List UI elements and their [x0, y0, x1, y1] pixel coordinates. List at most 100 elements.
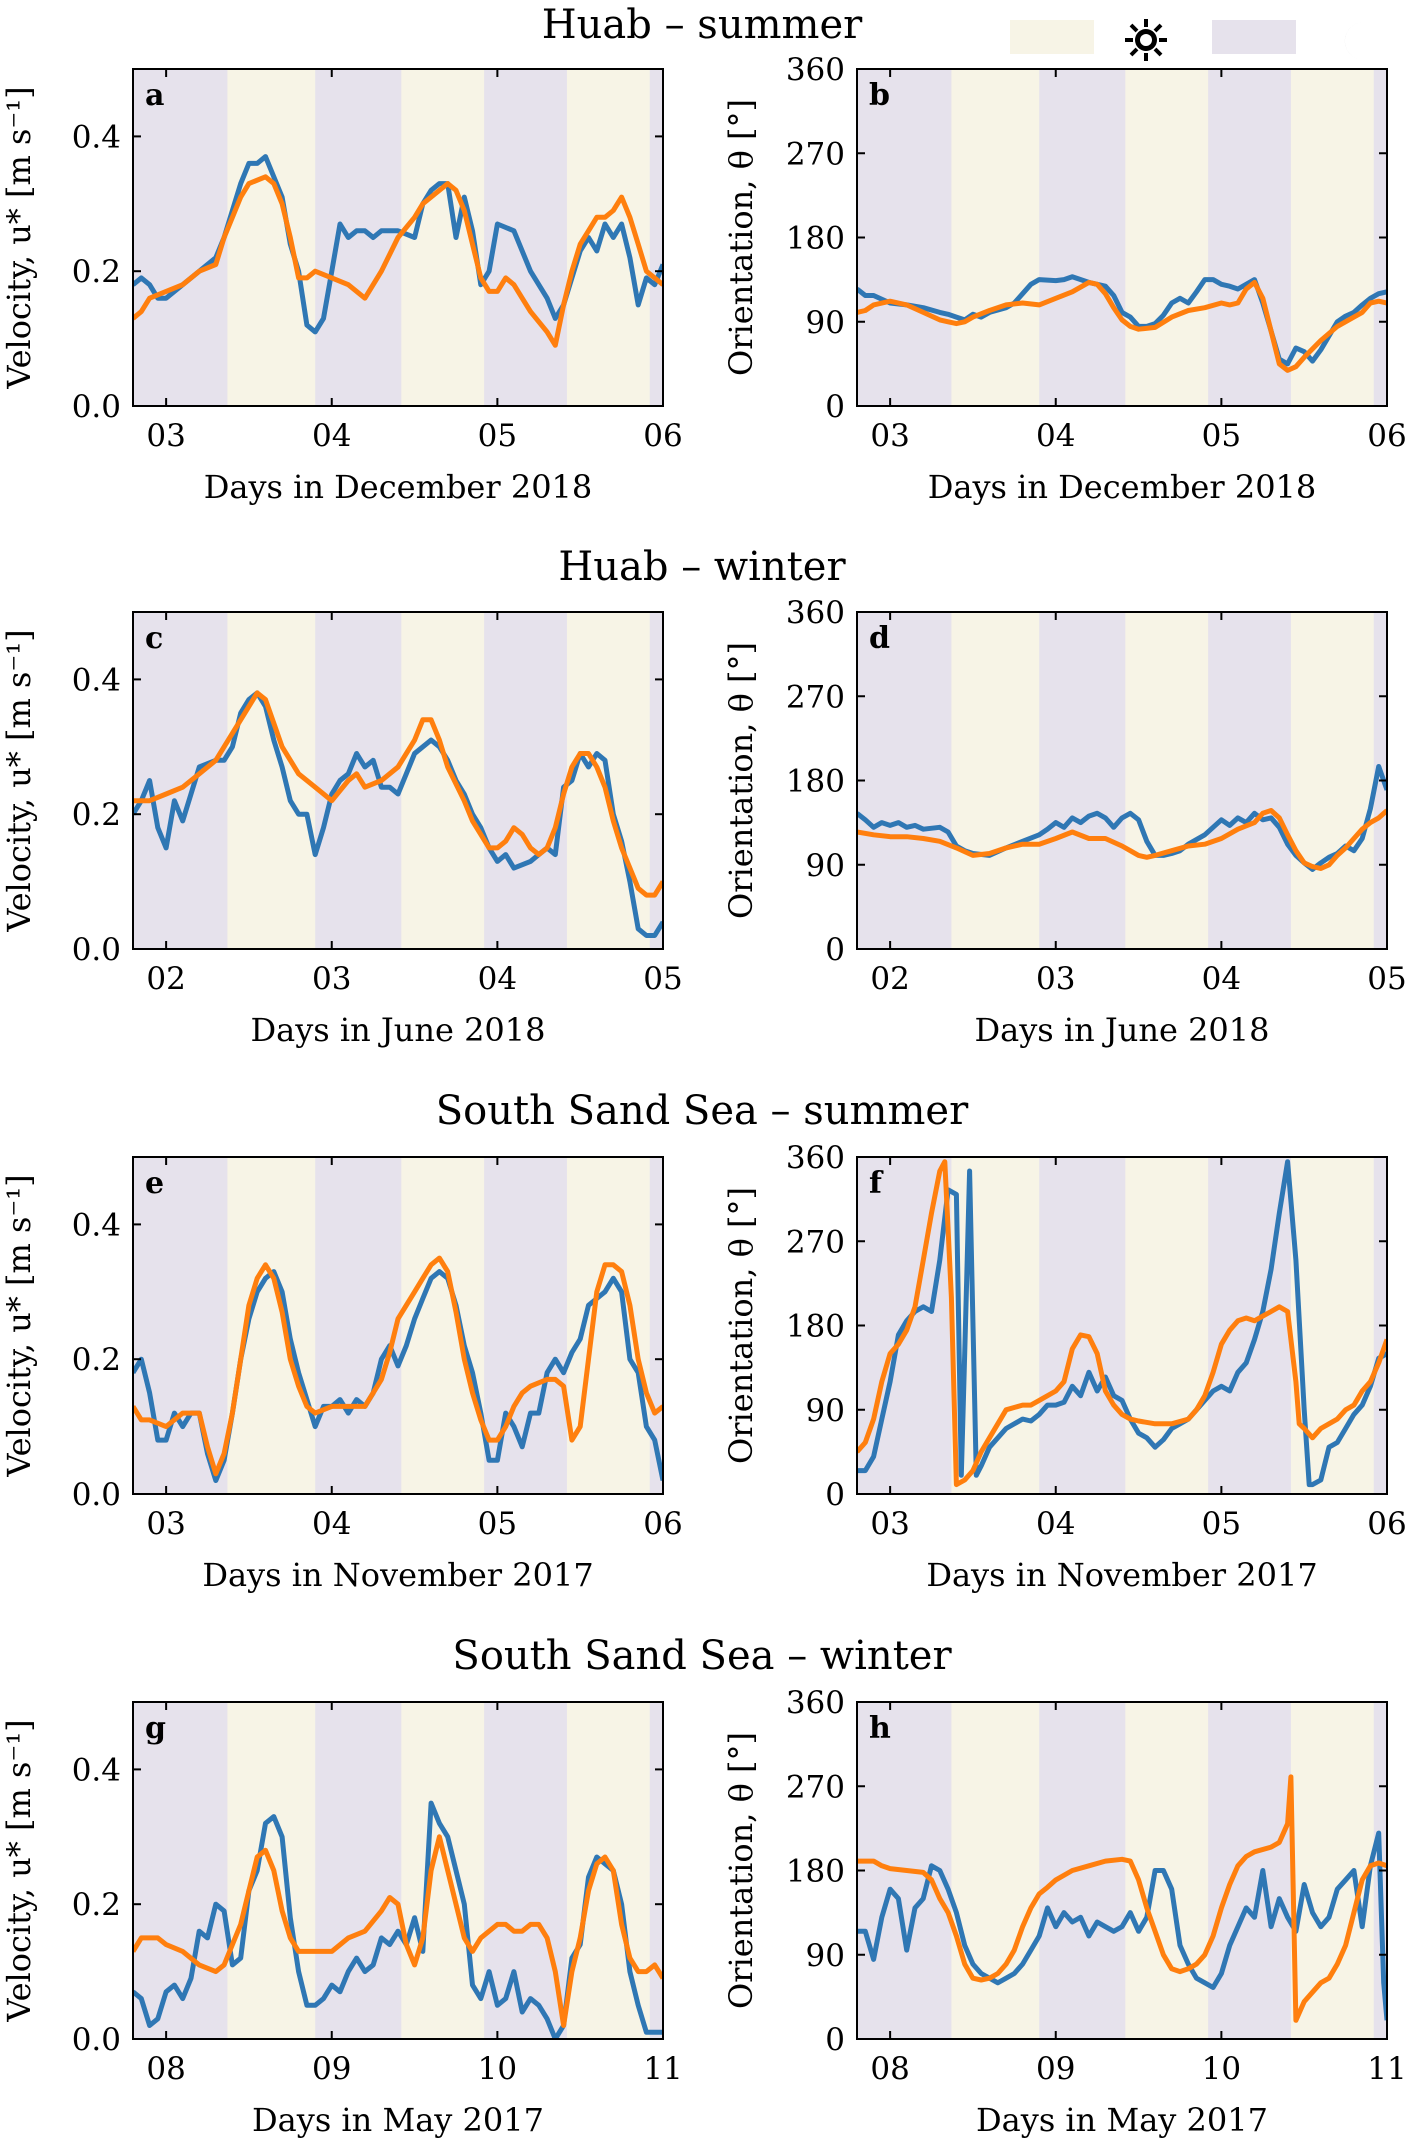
series-line-orange — [857, 1774, 1387, 2023]
y-tick-label: 0 — [825, 932, 845, 968]
night-band — [484, 612, 567, 949]
x-tick-label: 03 — [146, 1506, 185, 1542]
y-axis-label: Velocity, u* [m s⁻¹] — [0, 1174, 38, 1477]
x-tick-label: 04 — [1036, 1506, 1075, 1542]
night-band — [857, 69, 952, 406]
x-tick-label: 06 — [1367, 418, 1405, 454]
legend-night-swatch — [1212, 20, 1296, 54]
y-tick-label: 0.0 — [72, 1477, 121, 1513]
y-axis-label: Orientation, θ [°] — [722, 642, 760, 919]
x-tick-label: 05 — [643, 961, 682, 997]
night-band — [133, 69, 228, 406]
sun-icon — [1125, 19, 1167, 61]
y-tick-label: 180 — [786, 1309, 845, 1345]
panel-letter: a — [145, 78, 164, 113]
y-tick-label: 270 — [786, 679, 845, 715]
y-tick-label: 90 — [806, 305, 845, 341]
panel-f: 03 04 05 06 0 90 180 270 360 Days in November 201… — [722, 1140, 1405, 1594]
row-title: South Sand Sea – summer — [436, 1088, 969, 1134]
series-line-orange — [857, 279, 1387, 373]
y-tick-label: 0.4 — [72, 119, 121, 155]
series-line-orange — [857, 808, 1387, 871]
y-tick-label: 0.2 — [72, 797, 121, 833]
series-line-blue — [133, 1269, 663, 1483]
night-band — [1208, 612, 1291, 949]
x-tick-label: 10 — [478, 2051, 517, 2087]
night-band — [857, 612, 952, 949]
x-tick-label: 03 — [312, 961, 351, 997]
panel-a: 03 04 05 06 0.0 0.2 0.4 Days in December 2018 Ve… — [0, 68, 683, 506]
night-band — [315, 69, 402, 406]
y-tick-label: 270 — [786, 1769, 845, 1805]
x-tick-label: 08 — [870, 2051, 909, 2087]
night-band — [133, 1702, 228, 2039]
y-tick-label: 0.4 — [72, 1207, 121, 1243]
y-tick-label: 360 — [786, 595, 845, 631]
x-tick-label: 02 — [870, 961, 909, 997]
y-tick-label: 0.4 — [72, 662, 121, 698]
night-band — [1039, 1157, 1126, 1494]
x-axis-label: Days in December 2018 — [204, 468, 593, 506]
x-tick-label: 06 — [643, 418, 682, 454]
x-tick-label: 11 — [1367, 2051, 1405, 2087]
x-tick-label: 10 — [1202, 2051, 1241, 2087]
night-band — [484, 69, 567, 406]
night-band — [1039, 1702, 1126, 2039]
series-line-orange — [133, 1255, 663, 1477]
y-tick-label: 270 — [786, 1224, 845, 1260]
y-tick-label: 0 — [825, 1477, 845, 1513]
panel-g: 08 09 10 11 0.0 0.2 0.4 Days in May 2017 Velocit… — [0, 1701, 683, 2139]
panel-b: 03 04 05 06 0 90 180 270 360 Days in December 201… — [722, 52, 1405, 506]
x-tick-label: 09 — [312, 2051, 351, 2087]
night-band — [484, 1702, 567, 2039]
x-tick-label: 03 — [870, 418, 909, 454]
x-tick-label: 06 — [643, 1506, 682, 1542]
y-axis-label: Orientation, θ [°] — [722, 1732, 760, 2009]
series-line-orange — [133, 174, 663, 348]
y-tick-label: 180 — [786, 764, 845, 800]
x-tick-label: 11 — [643, 2051, 682, 2087]
x-tick-label: 04 — [312, 418, 351, 454]
night-band — [315, 1157, 402, 1494]
axes-frame — [132, 1156, 664, 1495]
panel-letter: d — [869, 621, 890, 656]
x-tick-label: 05 — [1202, 418, 1241, 454]
y-axis-label: Orientation, θ [°] — [722, 1187, 760, 1464]
legend — [1010, 19, 1366, 61]
x-axis-label: Days in December 2018 — [928, 468, 1317, 506]
night-band — [133, 1157, 228, 1494]
x-tick-label: 05 — [1367, 961, 1405, 997]
y-tick-label: 0.2 — [72, 1887, 121, 1923]
moon-icon — [1344, 22, 1366, 61]
y-tick-label: 0 — [825, 2022, 845, 2058]
y-tick-label: 0.0 — [72, 2022, 121, 2058]
y-axis-label: Orientation, θ [°] — [722, 99, 760, 376]
x-tick-label: 05 — [1202, 1506, 1241, 1542]
x-tick-label: 05 — [478, 1506, 517, 1542]
x-tick-label: 03 — [870, 1506, 909, 1542]
y-tick-label: 90 — [806, 848, 845, 884]
y-tick-label: 0.2 — [72, 1342, 121, 1378]
y-tick-label: 90 — [806, 1938, 845, 1974]
y-axis-label: Velocity, u* [m s⁻¹] — [0, 629, 38, 932]
axes-frame — [132, 1701, 664, 2040]
y-tick-label: 0.0 — [72, 389, 121, 425]
y-tick-label: 0.2 — [72, 254, 121, 290]
series-line-orange — [133, 690, 663, 898]
x-axis-label: Days in June 2018 — [250, 1011, 545, 1049]
y-tick-label: 270 — [786, 136, 845, 172]
night-band — [1039, 69, 1126, 406]
x-tick-label: 04 — [478, 961, 517, 997]
panel-d: 02 03 04 05 0 90 180 270 360 Days in June 2018 Ori… — [722, 595, 1405, 1049]
series-line-orange — [857, 1159, 1387, 1488]
panel-letter: f — [869, 1166, 884, 1201]
x-tick-label: 09 — [1036, 2051, 1075, 2087]
axes-frame — [132, 611, 664, 950]
x-axis-label: Days in May 2017 — [252, 2101, 544, 2139]
night-band — [315, 1702, 402, 2039]
x-tick-label: 04 — [312, 1506, 351, 1542]
panel-letter: c — [145, 621, 163, 656]
series-line-orange — [133, 1834, 663, 2028]
legend-day-swatch — [1010, 20, 1094, 54]
